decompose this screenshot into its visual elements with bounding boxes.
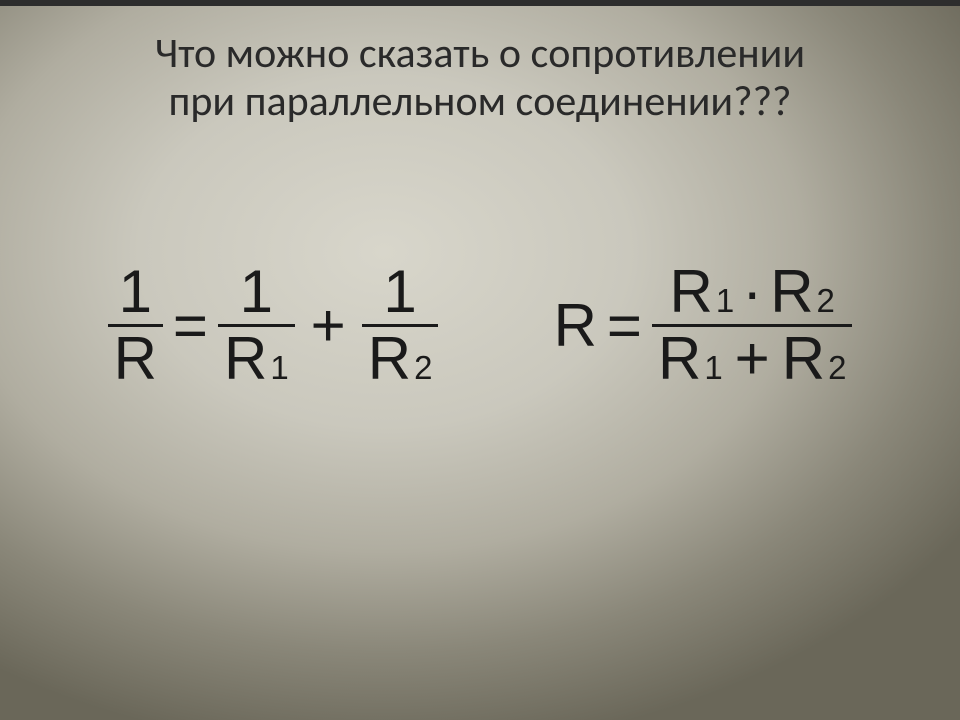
den-term-R1: R 1 [658,329,723,389]
den-term-R2: R 2 [782,329,847,389]
top-bar [0,0,960,6]
den-subscript: 1 [267,335,288,385]
lhs-R: R [554,296,597,356]
numerator: 1 [234,260,279,324]
plus-sign: + [729,329,776,389]
base: R [658,329,701,389]
fraction-1-over-R1: 1 R 1 [218,260,295,391]
denominator: R 1 + R 2 [652,327,852,391]
den-subscript: 2 [411,335,432,385]
num-term-R2: R 2 [770,262,835,322]
den-base: R [224,329,267,389]
fraction-1-over-R2: 1 R 2 [362,260,439,391]
title-line-1: Что можно сказать о сопротивлении [0,30,960,78]
fraction-R1R2-over-sum: R 1 · R 2 R 1 + R 2 [652,260,852,391]
denominator: R 1 [218,327,295,391]
numerator: 1 [377,260,422,324]
base: R [670,262,713,322]
formula-row: 1 R = 1 R 1 + 1 R 2 R = [0,260,960,391]
fraction-1-over-R: 1 R [108,260,163,391]
plus-sign: + [305,296,352,356]
slide-title: Что можно сказать о сопротивлении при па… [0,30,960,127]
subscript: 1 [713,268,734,318]
numerator: R 1 · R 2 [664,260,841,324]
formula-product-over-sum: R = R 1 · R 2 R 1 + [554,260,853,391]
subscript: 2 [814,268,835,318]
numerator: 1 [113,260,158,324]
equals-sign: = [173,296,208,356]
dot-operator: · [740,262,764,322]
title-line-2: при параллельном соединении??? [0,78,960,126]
denominator: R [108,327,163,391]
denominator: R 2 [362,327,439,391]
formula-reciprocal: 1 R = 1 R 1 + 1 R 2 [108,260,439,391]
den-base: R [368,329,411,389]
num-term-R1: R 1 [670,262,735,322]
base: R [770,262,813,322]
equals-sign: = [607,296,642,356]
subscript: 1 [701,335,722,385]
base: R [782,329,825,389]
subscript: 2 [825,335,846,385]
